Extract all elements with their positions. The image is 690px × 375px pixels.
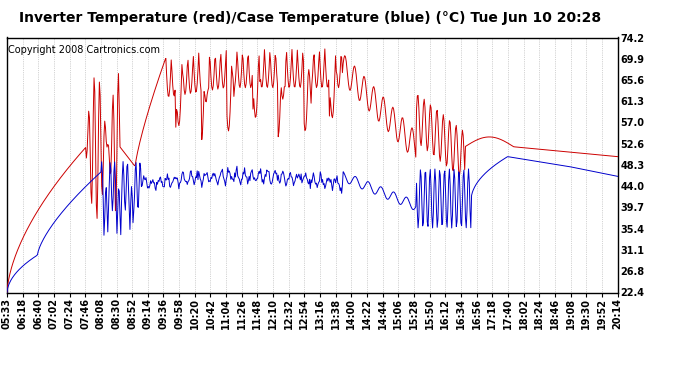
Text: Copyright 2008 Cartronics.com: Copyright 2008 Cartronics.com	[8, 45, 160, 55]
Text: Inverter Temperature (red)/Case Temperature (blue) (°C) Tue Jun 10 20:28: Inverter Temperature (red)/Case Temperat…	[19, 11, 602, 25]
